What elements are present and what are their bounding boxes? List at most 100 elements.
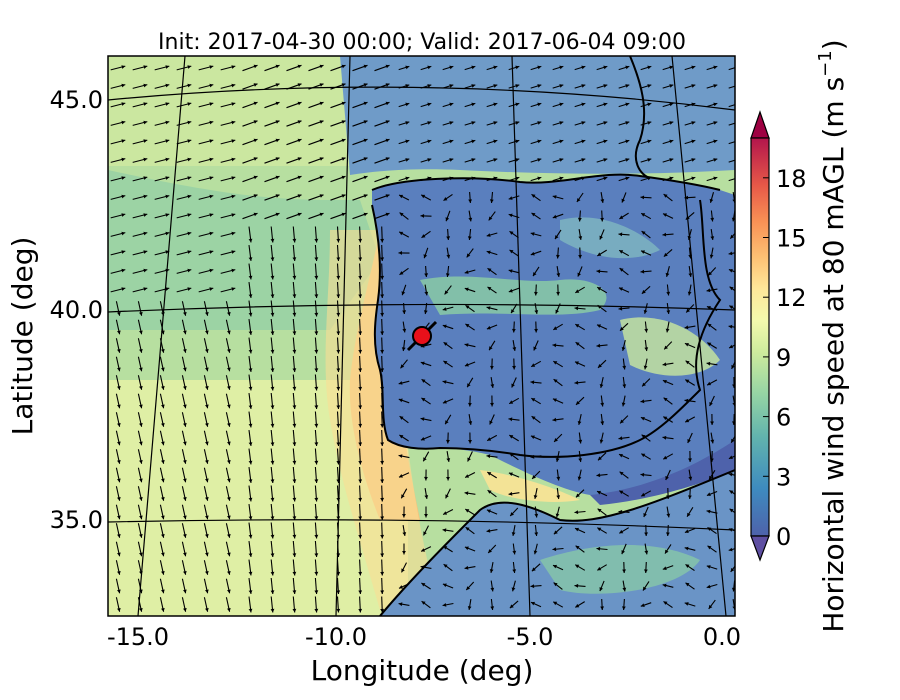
wind-vector-head [161, 460, 165, 464]
wind-vector-head [187, 83, 192, 88]
wind-vector-head [270, 553, 275, 557]
wind-vector-head [515, 102, 520, 107]
wind-vector-head [641, 453, 646, 458]
wind-vector-head [666, 495, 670, 499]
wind-vector-head [466, 253, 471, 258]
wind-vector-shaft [728, 178, 735, 182]
wind-vector-head [556, 476, 561, 481]
wind-vector-head [709, 402, 713, 406]
wind-vector-head [574, 583, 579, 588]
wind-vector-shaft [728, 104, 735, 108]
wind-vector-head [165, 268, 170, 273]
wind-vector-head [597, 287, 602, 291]
wind-vector-head [139, 349, 143, 353]
wind-vector-head [662, 566, 667, 570]
wind-vector-head [603, 65, 608, 70]
wind-vector-head [270, 312, 275, 317]
wind-vector-head [468, 402, 472, 407]
wind-vector-head [292, 349, 297, 354]
wind-vector-head [358, 497, 363, 502]
wind-vector-head [187, 102, 192, 106]
wind-vector-head [687, 512, 691, 517]
wind-vector-head [647, 158, 652, 162]
wind-vector-head [576, 198, 581, 202]
wind-vector-head [596, 473, 601, 478]
wind-vector-head [641, 250, 645, 254]
wind-vector-head [599, 235, 603, 240]
wind-vector-head [442, 380, 447, 384]
wind-vector-head [728, 547, 733, 552]
wind-vector-head [644, 569, 648, 573]
wind-vector-head [575, 603, 580, 608]
wind-vector-head [227, 423, 231, 427]
wind-vector-head [581, 65, 586, 70]
wind-vector-head [445, 420, 449, 425]
wind-vector-head [231, 287, 236, 291]
wind-vector-head [625, 102, 630, 107]
wind-vector-head [688, 495, 692, 499]
wind-vector-head [554, 438, 558, 442]
wind-vector-head [647, 65, 652, 70]
wind-vector-head [508, 213, 513, 218]
wind-vector-head [644, 328, 649, 333]
wind-vector-head [515, 65, 520, 70]
wind-vector-head [183, 349, 187, 353]
wind-vector-head [231, 65, 236, 69]
wind-vector-head [248, 294, 253, 298]
wind-vector-head [380, 386, 385, 391]
colorbar-tick-label: 18 [776, 165, 807, 193]
wind-vector-head [423, 254, 428, 259]
wind-vector-head [728, 324, 733, 329]
wind-vector-head [515, 121, 520, 125]
wind-vector-head [205, 386, 209, 390]
wind-vector-head [231, 157, 236, 162]
wind-vector-head [449, 84, 454, 88]
wind-vector-head [644, 532, 648, 536]
wind-vector-head [420, 417, 425, 421]
wind-vector-head [209, 287, 214, 291]
wind-vector-head [619, 287, 623, 291]
wind-vector-head [401, 347, 406, 351]
wind-vector-head [117, 423, 121, 427]
wind-vector-head [297, 157, 302, 161]
wind-vector-head [165, 194, 170, 199]
wind-vector-head [691, 65, 696, 70]
wind-vector-head [248, 423, 253, 428]
wind-vector-head [139, 497, 143, 501]
wind-vector-head [467, 457, 471, 462]
wind-vector-head [314, 423, 319, 428]
wind-vector-head [165, 120, 170, 125]
wind-vector-head [253, 138, 258, 143]
wind-vector-head [515, 139, 520, 144]
wind-vector-head [209, 194, 214, 199]
wind-vector-head [487, 472, 492, 476]
wind-vector-shaft [728, 122, 735, 126]
wind-vector-head [358, 460, 363, 465]
wind-vector-head [270, 497, 275, 502]
wind-vector-head [537, 158, 542, 162]
wind-vector-head [691, 121, 696, 125]
wind-vector-head [205, 330, 209, 335]
wind-vector-head [464, 287, 469, 292]
wind-vector-head [227, 367, 231, 372]
colorbar-tick-label: 6 [776, 404, 791, 432]
wind-vector-head [468, 199, 472, 203]
wind-vector-head [445, 273, 450, 277]
wind-vector-head [647, 121, 652, 125]
wind-vector-head [641, 434, 646, 439]
wind-vector-head [446, 439, 450, 444]
wind-vector-head [618, 509, 623, 514]
wind-vector-head [421, 234, 426, 238]
wind-vector-head [143, 157, 148, 162]
wind-vector-head [552, 398, 557, 402]
wind-vector-head [530, 251, 535, 256]
wind-vector-head [666, 513, 671, 518]
wind-vector-head [487, 286, 492, 291]
wind-vector-head [533, 550, 538, 555]
wind-vector-head [509, 231, 514, 235]
wind-vector-head [486, 250, 491, 255]
wind-vector-head [534, 513, 539, 518]
wind-vector-head [121, 176, 126, 180]
wind-vector-head [270, 442, 275, 446]
wind-vector-head [363, 64, 368, 69]
